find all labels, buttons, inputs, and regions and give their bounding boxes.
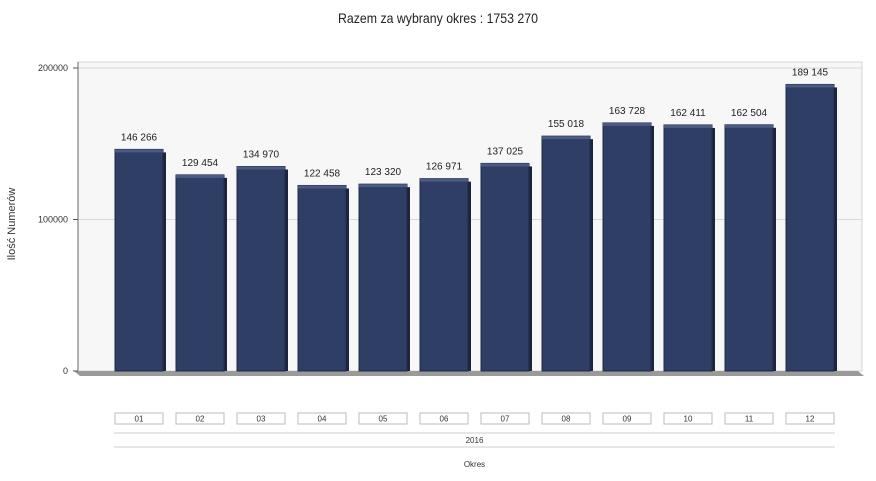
bar [541, 135, 591, 372]
bar-top-highlight [115, 149, 163, 153]
bar [236, 166, 286, 372]
chart-title: Razem za wybrany okres : 1753 270 [338, 10, 538, 26]
x-tick-label: 09 [623, 415, 632, 424]
x-tick-label: 12 [806, 415, 815, 424]
category-box [419, 412, 469, 425]
category-box [541, 412, 591, 425]
data-label: 146 266 [121, 132, 158, 143]
bar [602, 122, 652, 372]
bar-top-highlight [420, 178, 468, 182]
category-box [114, 412, 164, 425]
x-tick-label: 11 [745, 415, 754, 424]
data-label: 137 025 [487, 146, 524, 157]
plot-floor [74, 371, 864, 376]
bar [358, 183, 408, 372]
bar-top-highlight [481, 163, 529, 167]
data-label: 122 458 [304, 168, 341, 179]
category-box [236, 412, 286, 425]
bar-top-highlight [725, 124, 773, 128]
data-label: 189 145 [792, 67, 829, 78]
category-box [602, 412, 652, 425]
bar [480, 162, 530, 372]
category-box [724, 412, 774, 425]
bar-top-highlight [298, 185, 346, 189]
bar [114, 148, 164, 372]
data-label: 162 411 [670, 108, 706, 119]
bar-top-highlight [664, 124, 712, 128]
group-label: 2016 [466, 436, 484, 445]
y-tick-label: 100000 [38, 215, 68, 225]
category-box [297, 412, 347, 425]
data-label: 162 504 [731, 108, 768, 119]
bar-top-highlight [542, 136, 590, 140]
category-box [480, 412, 530, 425]
bar-top-highlight [359, 184, 407, 188]
x-tick-label: 06 [440, 415, 449, 424]
y-tick-label: 200000 [38, 63, 68, 73]
x-tick-label: 03 [257, 415, 266, 424]
x-tick-label: 10 [684, 415, 693, 424]
bar [297, 184, 347, 372]
x-tick-label: 07 [501, 415, 510, 424]
x-tick-label: 08 [562, 415, 571, 424]
data-label: 123 320 [365, 167, 402, 178]
category-box [175, 412, 225, 425]
data-label: 163 728 [609, 106, 646, 117]
x-tick-label: 05 [379, 415, 388, 424]
data-label: 134 970 [243, 150, 280, 161]
bar [663, 124, 713, 372]
bar [724, 124, 774, 372]
data-label: 155 018 [548, 119, 585, 130]
bar [419, 178, 469, 372]
bar [175, 174, 225, 372]
bar-top-highlight [786, 84, 834, 88]
x-axis-label: Okres [464, 460, 485, 469]
bar [785, 83, 835, 372]
x-tick-label: 04 [318, 415, 327, 424]
y-tick-label: 0 [63, 366, 68, 376]
x-tick-label: 01 [135, 415, 144, 424]
data-label: 126 971 [426, 162, 463, 173]
category-box [358, 412, 408, 425]
category-box [785, 412, 835, 425]
bar-top-highlight [176, 174, 224, 178]
category-box [663, 412, 713, 425]
bar-top-highlight [603, 122, 651, 126]
x-tick-label: 02 [196, 415, 205, 424]
bar-top-highlight [237, 166, 285, 170]
data-label: 129 454 [182, 158, 219, 169]
